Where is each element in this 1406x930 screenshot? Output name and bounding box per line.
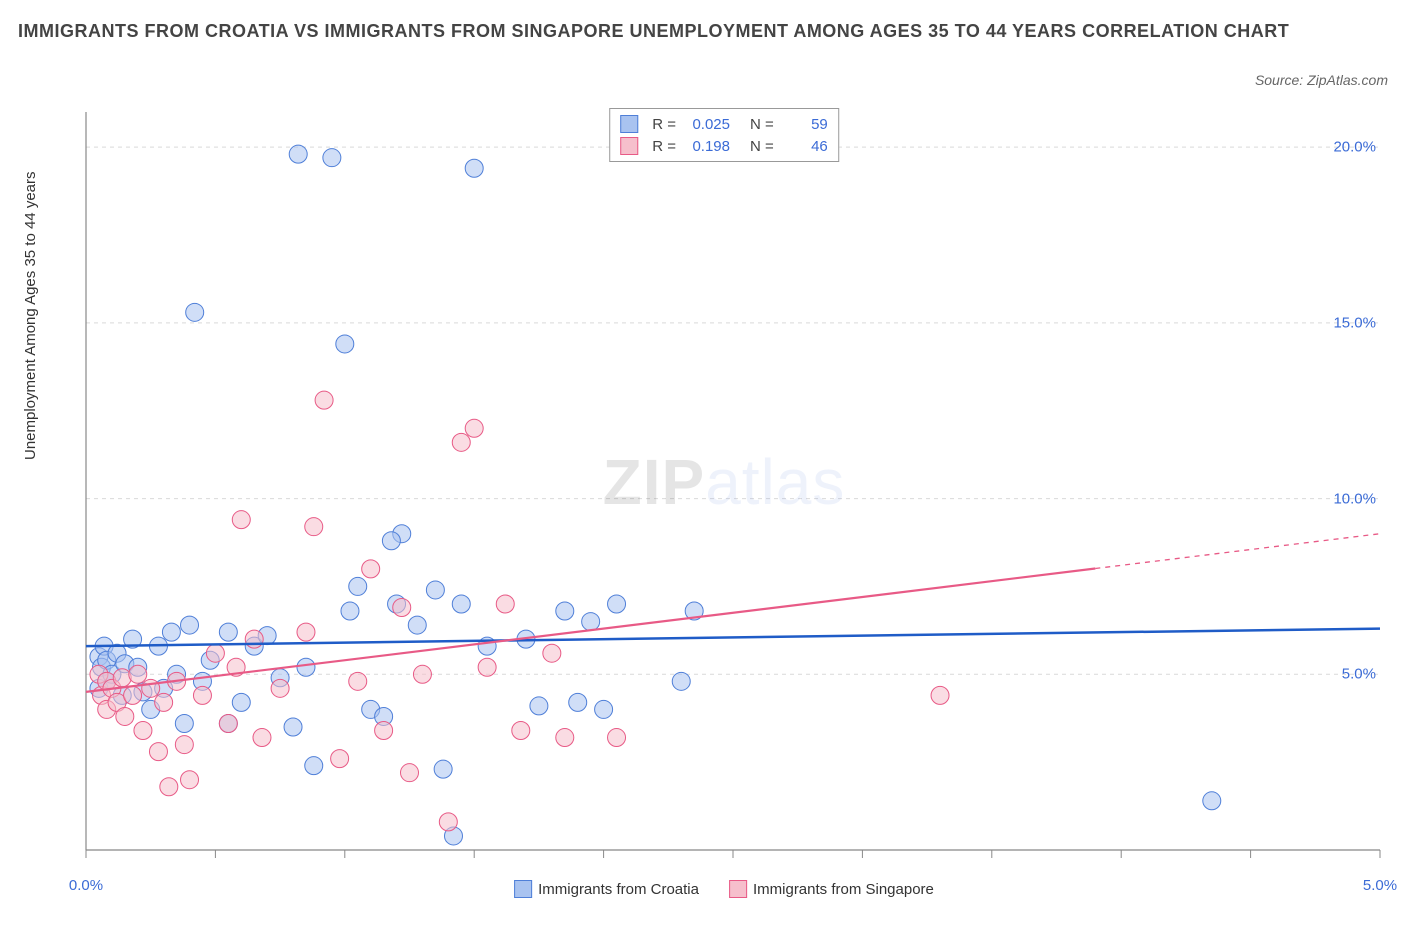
- legend-swatch: [620, 115, 638, 133]
- y-tick-label: 15.0%: [1333, 314, 1376, 331]
- legend-stats: R = 0.025 N = 59 R = 0.198 N = 46: [609, 108, 839, 162]
- series-immigrants-from-singapore: [90, 391, 949, 831]
- legend-swatch: [620, 137, 638, 155]
- legend-r-value: 0.025: [686, 116, 730, 133]
- plot-area: ZIPatlas R =0.025N =59R =0.198N =46 Immi…: [64, 108, 1384, 868]
- x-tick-label: 5.0%: [1363, 877, 1397, 894]
- legend-r-value: 0.198: [686, 138, 730, 155]
- legend-r-label: R =: [652, 138, 676, 155]
- legend-n-label: N =: [750, 138, 774, 155]
- legend-series-label: Immigrants from Croatia: [538, 881, 699, 898]
- legend-series-item: Immigrants from Croatia: [514, 880, 699, 898]
- legend-series-label: Immigrants from Singapore: [753, 881, 934, 898]
- legend-swatch: [729, 880, 747, 898]
- y-axis-label: Unemployment Among Ages 35 to 44 years: [22, 171, 39, 460]
- legend-n-value: 59: [784, 116, 828, 133]
- legend-series-item: Immigrants from Singapore: [729, 880, 934, 898]
- y-tick-label: 10.0%: [1333, 490, 1376, 507]
- title-row: IMMIGRANTS FROM CROATIA VS IMMIGRANTS FR…: [18, 18, 1388, 45]
- legend-n-label: N =: [750, 116, 774, 133]
- scatter-svg: [64, 108, 1384, 868]
- legend-series: Immigrants from Croatia Immigrants from S…: [514, 880, 934, 898]
- x-tick-label: 0.0%: [69, 877, 103, 894]
- chart-title: IMMIGRANTS FROM CROATIA VS IMMIGRANTS FR…: [18, 18, 1388, 45]
- source-attribution: Source: ZipAtlas.com: [1255, 72, 1388, 88]
- legend-r-label: R =: [652, 116, 676, 133]
- y-tick-label: 5.0%: [1342, 666, 1376, 683]
- y-tick-label: 20.0%: [1333, 139, 1376, 156]
- legend-swatch: [514, 880, 532, 898]
- legend-stats-row: R = 0.198 N = 46: [620, 135, 828, 157]
- legend-stats-row: R = 0.025 N = 59: [620, 113, 828, 135]
- legend-n-value: 46: [784, 138, 828, 155]
- chart-container: IMMIGRANTS FROM CROATIA VS IMMIGRANTS FR…: [0, 0, 1406, 930]
